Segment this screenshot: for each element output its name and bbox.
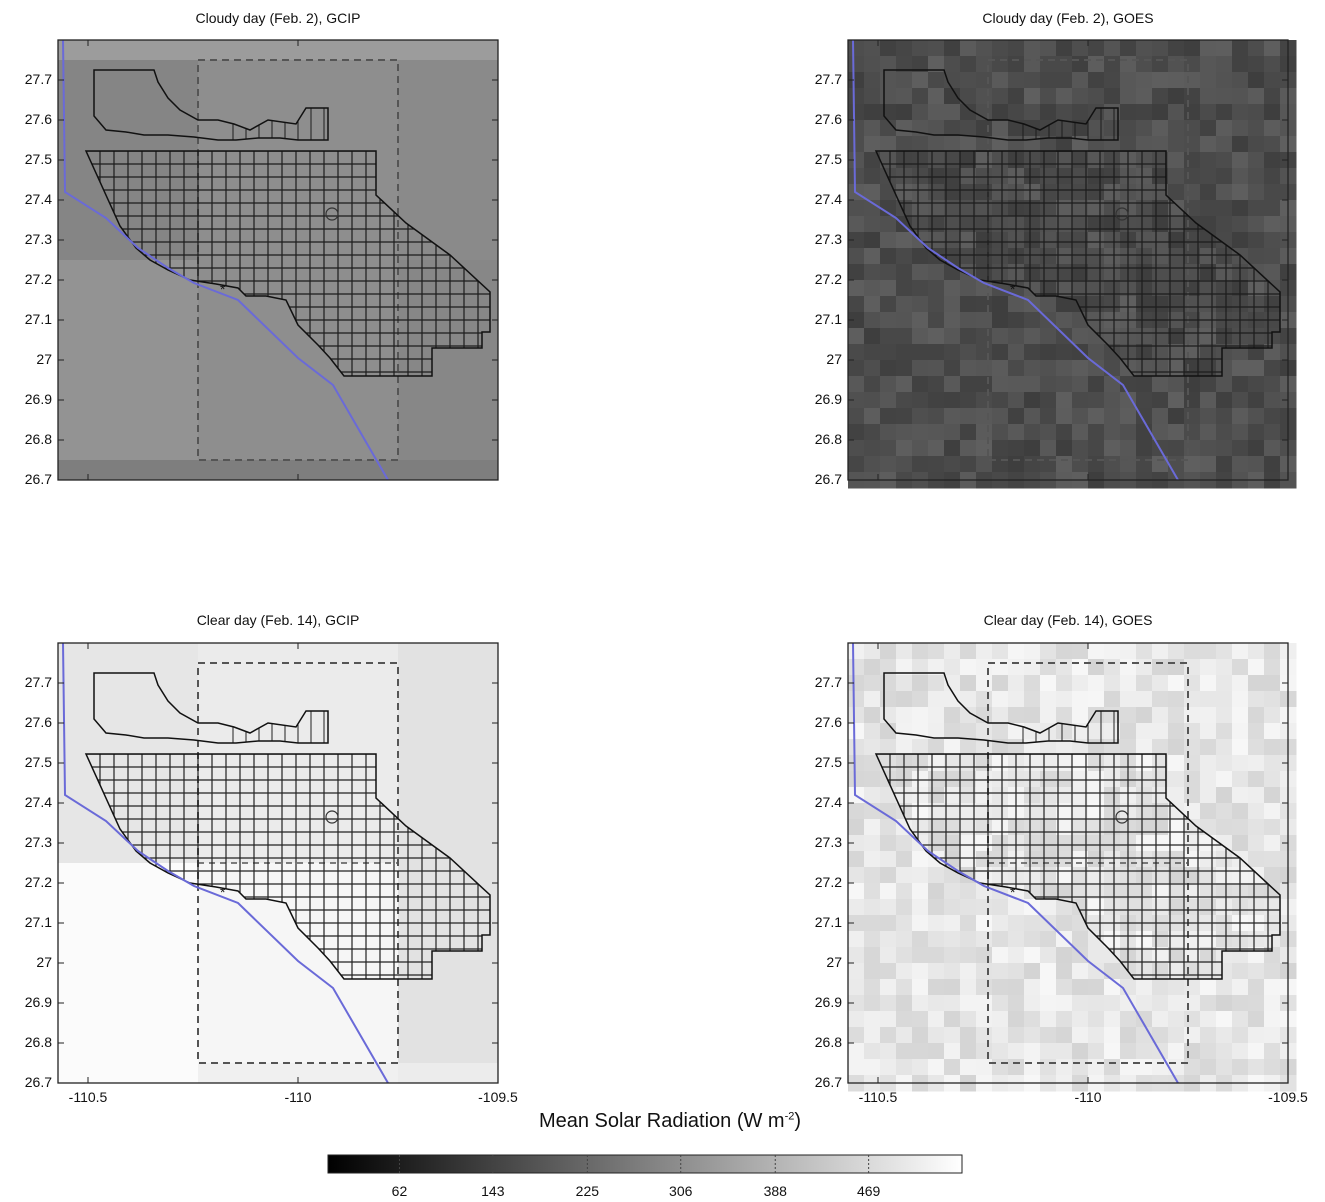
y-tick-label: 27.6 — [24, 714, 52, 730]
coastline — [852, 643, 1179, 1083]
y-tick-label: 27.1 — [24, 914, 52, 930]
y-tick-label: 26.7 — [814, 471, 842, 487]
y-tick-label: 26.8 — [24, 1034, 52, 1050]
y-tick-label: 27.4 — [24, 794, 52, 810]
y-tick-label: 26.8 — [814, 1034, 842, 1050]
y-tick-label: 27.6 — [814, 714, 842, 730]
y-tick-label: 27 — [36, 351, 52, 367]
y-tick-label: 27.2 — [814, 874, 842, 890]
x-tick-label: -110.5 — [858, 1089, 898, 1105]
panel-title-clear-gcip: Clear day (Feb. 14), GCIP — [196, 612, 360, 628]
upper-district-outline — [93, 672, 329, 744]
map-panel-2: * — [847, 39, 1297, 489]
panel-title-cloudy-goes: Cloudy day (Feb. 2), GOES — [982, 10, 1154, 26]
map-panel-1: * — [57, 39, 499, 481]
y-tick-label: 27.7 — [814, 71, 842, 87]
x-tick-label: -110 — [284, 1089, 312, 1105]
colorbar-tick-label: 388 — [763, 1183, 787, 1199]
panel-title-cloudy-gcip: Cloudy day (Feb. 2), GCIP — [195, 10, 361, 26]
y-tick-label: 27.3 — [814, 231, 842, 247]
map-frame — [847, 39, 1289, 481]
x-tick-label: -109.5 — [1268, 1089, 1308, 1105]
y-tick-label: 27.5 — [24, 754, 52, 770]
y-tick-label: 26.8 — [814, 431, 842, 447]
colorbar-tick-label: 62 — [391, 1183, 408, 1199]
city-marker: * — [220, 281, 226, 297]
x-tick-label: -109.5 — [478, 1089, 518, 1105]
y-tick-label: 26.9 — [24, 994, 52, 1010]
y-tick-label: 27.4 — [814, 794, 842, 810]
station-marker — [1115, 207, 1129, 221]
y-tick-label: 27.2 — [814, 271, 842, 287]
map-frame — [57, 642, 499, 1084]
y-tick-label: 27.5 — [24, 151, 52, 167]
coastline — [852, 40, 1179, 480]
y-tick-label: 27 — [826, 351, 842, 367]
colorbar-title: Mean Solar Radiation (W m-2) — [538, 1110, 802, 1132]
y-tick-label: 27.1 — [24, 311, 52, 327]
colorbar-tick-label: 225 — [575, 1183, 600, 1199]
station-marker — [325, 810, 339, 824]
y-tick-label: 27.7 — [814, 674, 842, 690]
colorbar — [327, 1154, 963, 1174]
y-tick-label: 27.1 — [814, 914, 842, 930]
valley-outline — [874, 753, 1281, 980]
colorbar-tick-label: 469 — [856, 1183, 881, 1199]
y-tick-label: 27.1 — [814, 311, 842, 327]
y-tick-label: 26.7 — [814, 1074, 842, 1090]
station-marker — [325, 207, 339, 221]
y-tick-label: 27.3 — [24, 834, 52, 850]
x-tick-label: -110 — [1074, 1089, 1102, 1105]
valley-outline — [84, 150, 491, 377]
upper-district-outline — [883, 69, 1119, 141]
coastline — [62, 643, 389, 1083]
y-tick-label: 27.6 — [24, 111, 52, 127]
y-tick-label: 26.7 — [24, 1074, 52, 1090]
map-frame — [57, 39, 499, 481]
y-tick-label: 27.3 — [814, 834, 842, 850]
y-tick-label: 27.5 — [814, 151, 842, 167]
map-frame — [847, 642, 1289, 1084]
city-marker: * — [1010, 884, 1016, 900]
y-tick-label: 27.7 — [24, 71, 52, 87]
y-tick-label: 26.7 — [24, 471, 52, 487]
y-tick-label: 27 — [826, 954, 842, 970]
y-tick-label: 27.5 — [814, 754, 842, 770]
y-tick-label: 27.2 — [24, 271, 52, 287]
y-tick-label: 27.3 — [24, 231, 52, 247]
valley-outline — [874, 150, 1281, 377]
coastline — [62, 40, 389, 480]
y-tick-label: 27.4 — [24, 191, 52, 207]
x-tick-label: -110.5 — [68, 1089, 108, 1105]
radiation-field — [58, 40, 498, 480]
upper-district-outline — [883, 672, 1119, 744]
colorbar-tick-label: 306 — [669, 1183, 693, 1199]
valley-outline — [84, 753, 491, 980]
y-tick-label: 27.4 — [814, 191, 842, 207]
upper-district-outline — [93, 69, 329, 141]
y-tick-label: 27.6 — [814, 111, 842, 127]
city-marker: * — [220, 884, 226, 900]
y-tick-label: 26.8 — [24, 431, 52, 447]
map-panel-3: * — [57, 642, 499, 1084]
city-marker: * — [1010, 281, 1016, 297]
y-tick-label: 27 — [36, 954, 52, 970]
colorbar-tick-label: 143 — [481, 1183, 505, 1199]
station-marker — [1115, 810, 1129, 824]
y-tick-label: 26.9 — [814, 994, 842, 1010]
panel-title-clear-goes: Clear day (Feb. 14), GOES — [983, 612, 1153, 628]
y-tick-label: 27.2 — [24, 874, 52, 890]
y-tick-label: 26.9 — [814, 391, 842, 407]
map-panel-4: * — [847, 642, 1297, 1092]
y-tick-label: 27.7 — [24, 674, 52, 690]
y-tick-label: 26.9 — [24, 391, 52, 407]
